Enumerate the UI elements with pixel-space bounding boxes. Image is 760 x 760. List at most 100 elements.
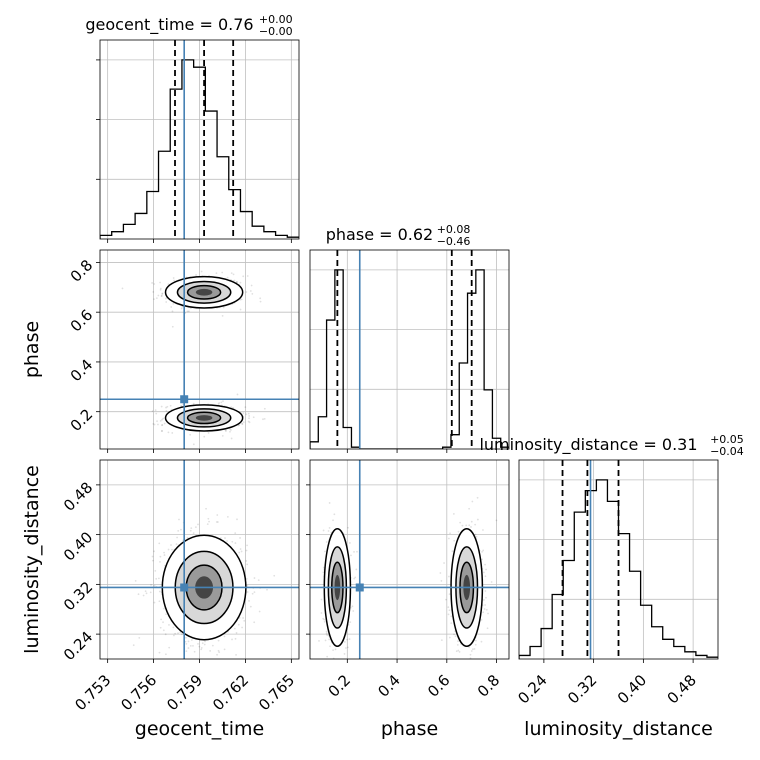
sample-point <box>486 627 489 630</box>
sample-point <box>252 416 255 419</box>
sample-point <box>482 611 485 614</box>
sample-point <box>180 528 182 531</box>
panel-frame <box>309 249 510 450</box>
sample-point <box>230 437 233 440</box>
sample-point <box>160 430 163 433</box>
sample-point <box>448 636 451 639</box>
x-tick-label: 0.759 <box>163 671 206 714</box>
sample-point <box>160 295 163 298</box>
sample-point <box>221 434 224 437</box>
sample-point <box>217 649 220 652</box>
contour-level <box>195 415 213 421</box>
sample-point <box>475 535 478 538</box>
sample-point <box>157 294 160 297</box>
sample-point <box>246 563 249 566</box>
x-tick-label: 0.765 <box>255 671 298 714</box>
sample-point <box>221 314 224 317</box>
sample-point <box>249 290 252 292</box>
sample-point <box>178 518 180 521</box>
sample-point <box>159 560 161 563</box>
sample-point <box>450 615 453 618</box>
sample-point <box>331 663 333 665</box>
sample-point <box>200 648 203 651</box>
sample-point <box>239 281 242 284</box>
sample-point <box>348 542 351 544</box>
sample-point <box>167 548 170 551</box>
sample-point <box>171 548 173 551</box>
sample-point <box>455 650 458 653</box>
sample-point <box>161 418 163 421</box>
sample-point <box>197 523 199 526</box>
sample-point <box>187 310 190 313</box>
sample-point <box>234 637 237 640</box>
title-upper-error: +0.00 <box>259 13 293 26</box>
sample-point <box>203 643 206 646</box>
sample-point <box>323 618 326 621</box>
sample-point <box>273 574 276 577</box>
sample-point <box>343 653 346 655</box>
sample-point <box>218 651 221 654</box>
sample-point <box>165 653 167 656</box>
sample-point <box>246 275 249 277</box>
sample-point <box>484 563 486 566</box>
sample-point <box>206 523 209 526</box>
x-tick-label: 0.32 <box>564 671 600 707</box>
sample-point <box>468 524 471 527</box>
sample-point <box>177 529 180 532</box>
histogram-geocent_time <box>100 59 299 239</box>
sample-point <box>189 433 192 436</box>
sample-point <box>457 530 460 533</box>
sample-point <box>155 412 158 415</box>
sample-point <box>220 660 222 662</box>
sample-point <box>480 619 483 621</box>
sample-point <box>452 513 455 515</box>
sample-point <box>465 524 468 527</box>
sample-point <box>346 646 349 649</box>
sample-point <box>177 632 179 635</box>
sample-point <box>168 646 171 649</box>
panel-phase-vs-luminosity_distance <box>306 459 510 670</box>
sample-point <box>440 639 443 642</box>
y-tick-label: 0.48 <box>60 479 96 515</box>
sample-point <box>453 633 455 636</box>
sample-point <box>233 627 236 630</box>
sample-point <box>325 632 328 635</box>
sample-point <box>242 617 245 619</box>
sample-point <box>151 555 154 558</box>
sample-point <box>186 310 189 313</box>
sample-point <box>163 607 165 610</box>
sample-point <box>345 668 347 670</box>
sample-point <box>253 621 256 624</box>
sample-point <box>226 276 229 279</box>
sample-point <box>449 532 451 535</box>
title-lower-error: −0.00 <box>259 25 293 38</box>
sample-point <box>240 550 243 553</box>
sample-point <box>470 662 472 664</box>
sample-point <box>165 613 167 616</box>
sample-point <box>185 636 187 639</box>
title-upper-error: +0.05 <box>710 433 744 446</box>
sample-point <box>159 288 162 291</box>
sample-point <box>162 629 165 632</box>
sample-point <box>461 665 463 667</box>
sample-point <box>236 281 238 284</box>
sample-point <box>150 583 152 586</box>
sample-point <box>233 279 236 282</box>
sample-point <box>200 646 203 649</box>
sample-point <box>323 620 326 623</box>
sample-point <box>448 537 450 540</box>
sample-point <box>165 410 168 412</box>
sample-point <box>236 393 239 396</box>
sample-point <box>447 613 450 616</box>
sample-point <box>190 527 193 530</box>
sample-point <box>242 421 245 424</box>
sample-point <box>151 410 154 413</box>
sample-point <box>487 612 489 615</box>
sample-point <box>461 524 464 527</box>
sample-point <box>353 577 356 580</box>
truth-marker <box>180 583 189 592</box>
sample-point <box>200 270 203 273</box>
sample-point <box>343 641 346 643</box>
sample-point <box>324 550 326 553</box>
